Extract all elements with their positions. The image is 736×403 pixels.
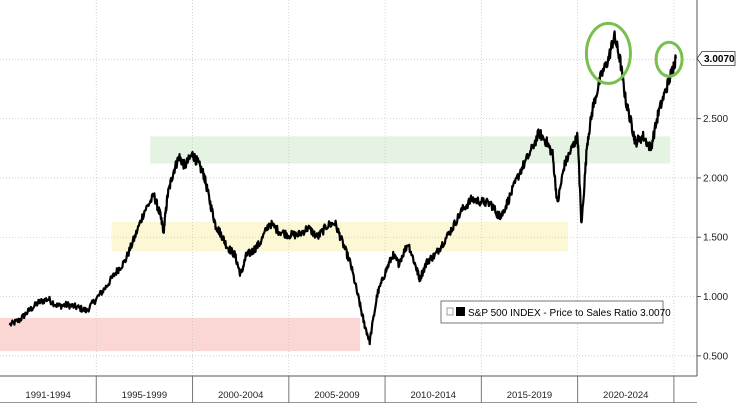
legend-label: S&P 500 INDEX - Price to Sales Ratio 3.0… [468, 308, 671, 319]
y-tick-label: 1.000 [703, 292, 728, 303]
highlight-circle-2 [654, 40, 684, 78]
x-category-labels: 1991-1994 1995-1999 2000-2004 2005-2009 2010… [25, 390, 648, 401]
y-tick-label: 2.000 [703, 173, 728, 184]
valuation-band-3 [150, 136, 671, 164]
x-category-label: 2005-2009 [314, 390, 359, 401]
series-line-1 [8, 30, 677, 346]
legend-swatch [456, 307, 465, 316]
y-tick-label: 0.500 [703, 351, 728, 362]
last-value-marker: 3.0070 [696, 51, 736, 66]
last-value-label: 3.0070 [704, 54, 735, 65]
gridlines [0, 0, 697, 376]
valuation-band-1 [0, 317, 361, 352]
legend-expand-icon [446, 307, 454, 316]
y-tick-label: 1.500 [703, 233, 728, 244]
x-category-label: 1991-1994 [25, 390, 70, 401]
last-value-box [696, 51, 736, 66]
legend-box [440, 300, 664, 324]
highlight-circles [584, 21, 684, 85]
y-tick-label: 2.500 [703, 114, 728, 125]
highlight-circle-1 [584, 21, 632, 85]
x-category-label: 2020-2024 [603, 390, 648, 401]
x-category-label: 1995-1999 [122, 390, 167, 401]
series-lines [8, 30, 677, 346]
x-category-label: 2010-2014 [410, 390, 455, 401]
x-category-label: 2015-2019 [507, 390, 552, 401]
legend: S&P 500 INDEX - Price to Sales Ratio 3.0… [440, 300, 671, 324]
x-category-label: 2000-2004 [218, 390, 263, 401]
